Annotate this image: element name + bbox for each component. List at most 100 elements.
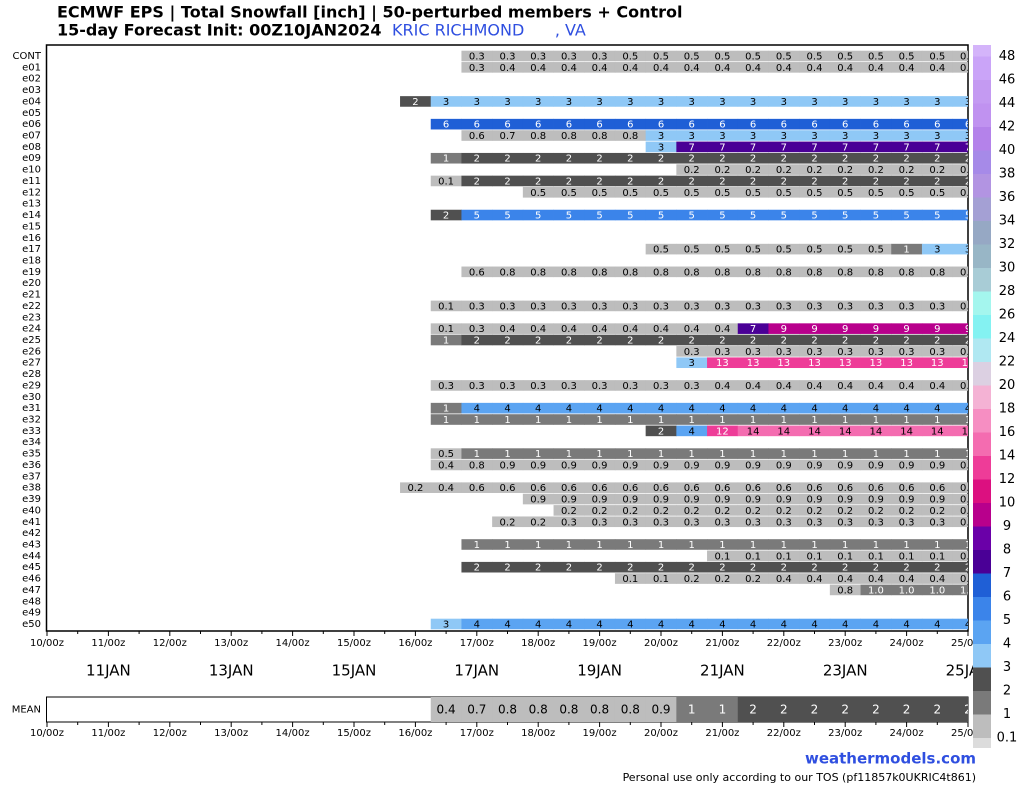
cell	[860, 573, 892, 584]
cell	[860, 618, 892, 630]
cell	[860, 164, 892, 175]
cell	[492, 697, 524, 722]
row-label: e15	[22, 221, 41, 232]
cell	[891, 209, 923, 221]
cell-label: 0.2	[868, 165, 884, 176]
cell-label: 0.9	[684, 495, 700, 506]
cell	[553, 380, 585, 391]
cell-label: 0.5	[837, 52, 853, 63]
cell	[921, 334, 954, 346]
cell-label: 7	[689, 142, 695, 153]
colorbar-label: 22	[999, 355, 1016, 370]
cell	[921, 425, 954, 437]
cell-label: 1	[903, 415, 909, 426]
cell-label: 0.6	[776, 483, 792, 494]
cell	[921, 482, 954, 493]
colorbar-label: 44	[999, 96, 1016, 111]
cell	[400, 96, 432, 107]
cell-label: 1	[873, 449, 879, 460]
cell-label: 2	[903, 154, 909, 165]
cell	[737, 300, 769, 312]
cell	[707, 152, 739, 164]
x-tick-label: 16/00z	[398, 638, 432, 649]
cell	[799, 334, 831, 346]
cell-label: 0.8	[621, 703, 640, 717]
cell-label: 2	[627, 154, 633, 165]
cell	[553, 561, 585, 573]
x-tick-label: 19/00z	[583, 728, 617, 739]
cell	[645, 141, 677, 153]
cell	[799, 380, 831, 391]
cell-label: 3	[811, 131, 817, 142]
cell-label: 0.6	[592, 483, 608, 494]
cell-label: 1	[934, 449, 940, 460]
cell	[921, 402, 954, 414]
cell-label: 1	[781, 540, 787, 551]
cell	[891, 187, 923, 198]
cell-label: 0.1	[868, 551, 884, 562]
cell	[860, 209, 892, 221]
cell-label: 4	[842, 620, 848, 631]
cell	[768, 164, 800, 175]
cell-label: 0.3	[684, 301, 700, 312]
row-label: e08	[22, 142, 41, 153]
x-tick-label: 10/00z	[30, 728, 64, 739]
cell-label: 0.9	[653, 460, 669, 471]
cell	[461, 561, 493, 573]
cell-label: 5	[535, 211, 541, 222]
cell	[430, 96, 462, 107]
cell	[737, 266, 769, 278]
cell	[553, 266, 585, 278]
cell-label: 0.3	[469, 52, 485, 63]
cell-label: 1	[535, 540, 541, 551]
colorbar-label: 16	[999, 425, 1016, 440]
x-tick-label: 12/00z	[153, 728, 187, 739]
cell	[707, 266, 739, 278]
row-label: e46	[22, 574, 41, 585]
cell	[584, 414, 616, 425]
cell-label: 2	[903, 703, 911, 717]
cell	[952, 323, 968, 334]
cell	[768, 50, 800, 62]
cell-label: 2	[719, 176, 725, 187]
cell	[921, 539, 954, 550]
cell-label: 0.3	[592, 301, 608, 312]
cell-label: 0.4	[684, 324, 700, 335]
cell	[737, 164, 769, 175]
cell	[676, 152, 708, 164]
cell-label: 2	[535, 336, 541, 347]
cell	[553, 618, 585, 630]
cell	[645, 414, 677, 425]
cell	[768, 550, 800, 562]
cell	[799, 402, 831, 414]
cell-label: 0.5	[837, 188, 853, 199]
cell	[952, 300, 968, 312]
cell-label: 4	[566, 620, 572, 631]
cell	[614, 130, 647, 141]
cell	[829, 584, 861, 596]
cell-label: 0.5	[745, 245, 761, 256]
cell	[952, 550, 968, 562]
cell-label: 0.2	[684, 165, 700, 176]
cell-label: 0.9	[807, 460, 823, 471]
cell	[829, 459, 861, 471]
cell	[614, 459, 647, 471]
colorbar-segment	[973, 56, 991, 80]
cell-label: 0.1	[438, 176, 454, 187]
row-label: e40	[22, 505, 41, 516]
cell	[829, 697, 861, 722]
cell	[921, 118, 954, 130]
cell	[952, 402, 968, 414]
cell-label: 2	[504, 336, 510, 347]
row-label: e27	[22, 358, 41, 369]
cell-label: 0.4	[899, 63, 915, 74]
cell	[891, 152, 923, 164]
cell	[921, 357, 954, 369]
cell	[430, 459, 462, 471]
cell	[799, 164, 831, 175]
cell	[860, 141, 892, 153]
cell	[676, 50, 708, 62]
cell-label: 0.9	[561, 460, 577, 471]
date-label: 11JAN	[86, 662, 131, 680]
colorbar-segment	[973, 197, 991, 221]
